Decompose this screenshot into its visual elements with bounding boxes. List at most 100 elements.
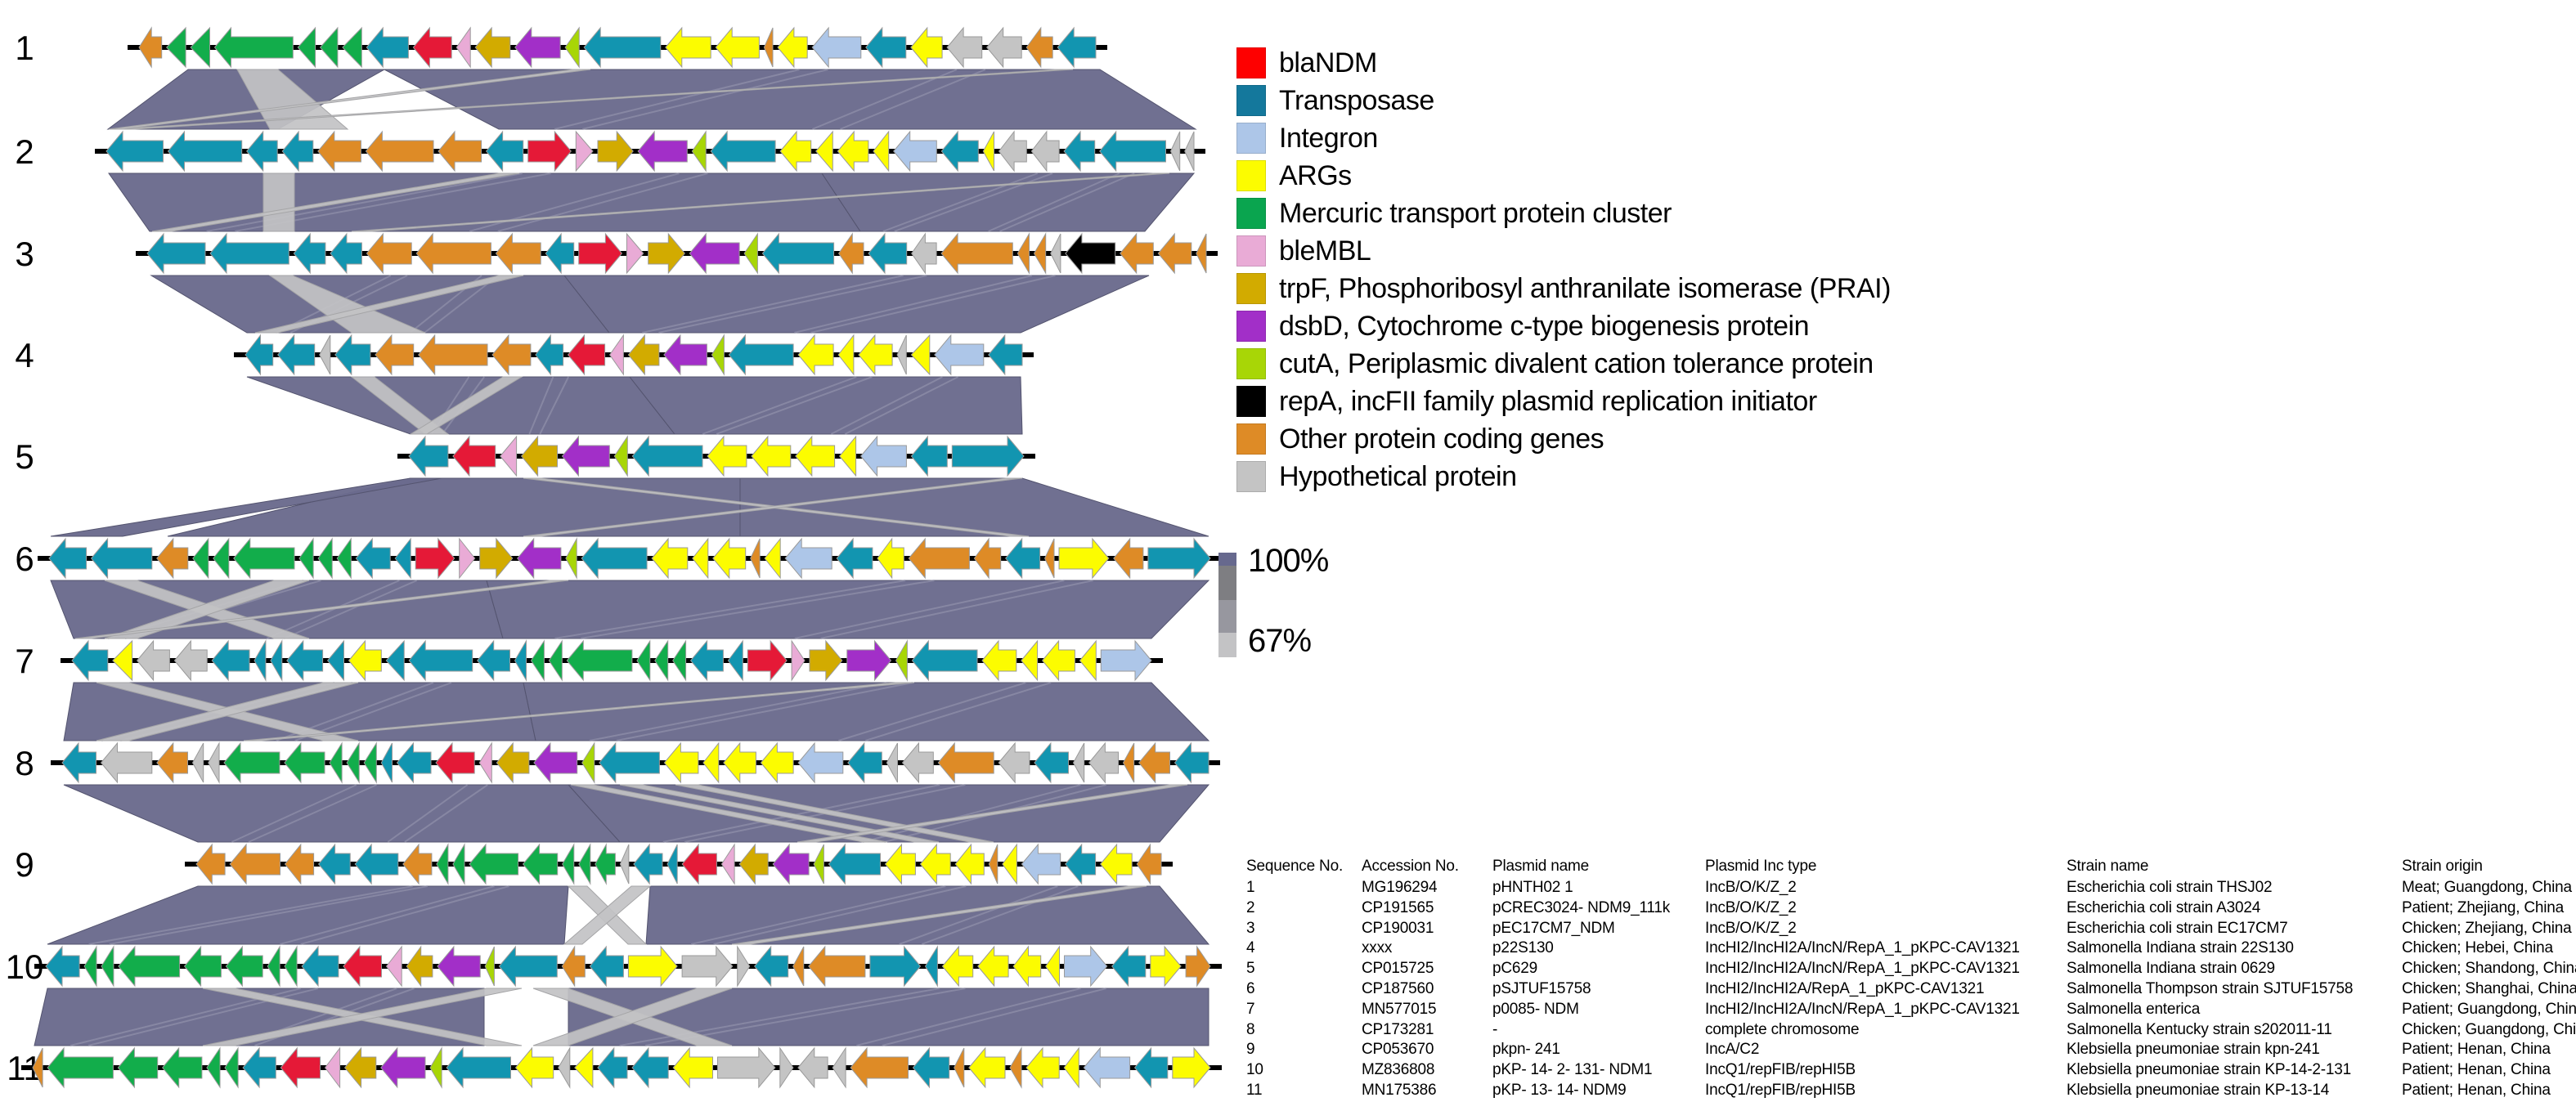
homology-ribbon xyxy=(797,784,1188,843)
gene-arrow-transposase xyxy=(242,1046,276,1089)
gene-arrow-other-protein xyxy=(415,232,491,275)
table-cell: 2 xyxy=(1246,898,1255,916)
ribbon-streak xyxy=(999,172,1135,232)
gene-arrow-mercuric-transport xyxy=(595,843,616,885)
gene-arrow-args xyxy=(723,741,756,784)
gene-arrow-hypothetical-protein xyxy=(946,26,983,69)
gene-arrow-blandm xyxy=(567,334,606,376)
gene-arrow-mercuric-transport xyxy=(636,639,651,682)
table-cell: IncHI2/IncHI2A/IncN/RepA_1_pKPC-CAV1321 xyxy=(1705,939,2020,957)
ribbon-streak xyxy=(713,885,967,945)
gene-arrow-args xyxy=(795,435,836,477)
gene-arrow-args xyxy=(910,26,943,69)
gene-arrow-mercuric-transport xyxy=(233,537,295,580)
ribbon-streak xyxy=(812,69,958,130)
gene-arrow-args xyxy=(707,435,747,477)
gene-arrow-mercuric-transport xyxy=(562,843,575,885)
legend-label: Integron xyxy=(1279,123,1378,154)
legend-label: Other protein coding genes xyxy=(1279,423,1604,455)
gene-arrow-hypothetical-protein xyxy=(737,945,751,988)
gene-arrow-other-protein xyxy=(1009,1046,1022,1089)
ribbon-streak xyxy=(988,172,1120,232)
gene-arrow-args xyxy=(884,843,916,885)
gene-arrow-transposase xyxy=(865,26,907,69)
legend-label: Hypothetical protein xyxy=(1279,461,1517,492)
gene-arrow-other-protein xyxy=(850,1046,909,1089)
gene-arrow-hypothetical-protein xyxy=(1088,741,1119,784)
gene-arrow-transposase xyxy=(589,945,624,988)
table-cell: pKP- 13- 14- NDM9 xyxy=(1492,1082,1627,1099)
legend-color-chip xyxy=(1236,273,1266,304)
gene-arrow-cuta xyxy=(564,26,580,69)
gene-arrow-dsbd xyxy=(437,945,481,988)
gene-arrow-other-protein xyxy=(229,843,280,885)
gene-arrow-transposase xyxy=(1133,1046,1169,1089)
gene-arrow-transposase xyxy=(254,639,267,682)
gene-arrow-cuta xyxy=(711,334,725,376)
gene-arrow-hypothetical-protein xyxy=(717,1046,776,1089)
gene-arrow-transposase xyxy=(910,435,948,477)
gene-arrow-other-protein xyxy=(1044,538,1055,579)
gene-arrow-transposase xyxy=(911,639,978,682)
gene-arrow-hypothetical-protein xyxy=(173,639,208,682)
legend-item: trpF, Phosphoribosyl anthranilate isomer… xyxy=(1236,270,1891,307)
gene-arrow-other-protein xyxy=(954,1047,965,1088)
table-cell: pCREC3024- NDM9_111k xyxy=(1492,898,1671,916)
homology-ribbon xyxy=(532,988,733,1046)
table-cell: pkpn- 241 xyxy=(1492,1041,1560,1059)
table-cell: 11 xyxy=(1246,1082,1263,1099)
gene-arrow-transposase xyxy=(869,945,922,988)
ribbon-streak xyxy=(300,885,509,945)
table-cell: Klebsiella pneumoniae strain KP-14-2-131 xyxy=(2067,1061,2351,1079)
table-cell: 3 xyxy=(1246,919,1255,937)
gene-arrow-mercuric-transport xyxy=(342,26,362,69)
table-cell: CP187560 xyxy=(1362,980,1434,997)
gene-arrow-mercuric-transport xyxy=(522,843,559,885)
gene-arrow-transposase xyxy=(727,639,743,682)
gene-arrow-integron xyxy=(811,26,862,69)
gene-arrow-blembl xyxy=(575,130,594,172)
gene-arrow-transposase xyxy=(754,945,789,988)
gene-arrow-other-protein xyxy=(1136,843,1162,885)
gene-arrow-transposase xyxy=(535,334,564,376)
ribbon-streak xyxy=(554,580,906,639)
homology-ribbon xyxy=(523,477,1023,537)
homology-ribbon xyxy=(108,69,591,130)
gene-arrow-mercuric-transport xyxy=(118,945,181,988)
gene-arrow-integron xyxy=(784,537,832,580)
gene-arrow-transposase xyxy=(317,843,351,885)
gene-arrow-transposase xyxy=(631,435,703,477)
gene-arrow-transposase xyxy=(330,232,362,275)
gene-arrow-args xyxy=(514,1046,554,1089)
gene-arrow-args xyxy=(112,639,133,682)
gene-arrow-mercuric-transport xyxy=(578,843,591,885)
identity-scale: 100% 67% xyxy=(1218,543,1464,692)
gene-arrow-transposase xyxy=(599,741,660,784)
gene-arrow-other-protein xyxy=(402,843,433,885)
legend-color-chip xyxy=(1236,198,1266,229)
table-cell: 6 xyxy=(1246,980,1255,997)
table-header-cell: Sequence No. xyxy=(1246,858,1344,875)
gene-arrow-transposase xyxy=(761,232,835,275)
homology-ribbon xyxy=(151,172,520,232)
table-cell: pKP- 14- 2- 131- NDM1 xyxy=(1492,1061,1653,1079)
gene-arrow-other-protein xyxy=(138,26,163,69)
ribbon-streak xyxy=(882,988,1106,1046)
gene-arrow-transposase xyxy=(61,741,96,784)
homology-ribbon xyxy=(384,69,1197,130)
gene-arrow-other-protein xyxy=(156,741,188,784)
gene-arrow-transposase xyxy=(48,537,88,580)
gene-arrow-transposase xyxy=(366,26,409,69)
gene-arrow-trpf xyxy=(479,537,514,580)
gene-arrow-trpf xyxy=(597,130,634,172)
gene-arrow-mercuric-transport xyxy=(436,843,449,885)
gene-arrow-cuta xyxy=(429,1046,442,1089)
table-cell: Chicken; Guangdong, China xyxy=(2402,1020,2576,1038)
homology-ribbon xyxy=(50,477,442,537)
gene-arrow-transposase xyxy=(689,639,724,682)
table-cell: IncB/O/K/Z_2 xyxy=(1705,919,1797,937)
ribbon-streak xyxy=(280,885,495,945)
gene-arrow-args xyxy=(1045,945,1060,988)
table-cell: IncB/O/K/Z_2 xyxy=(1705,898,1797,916)
